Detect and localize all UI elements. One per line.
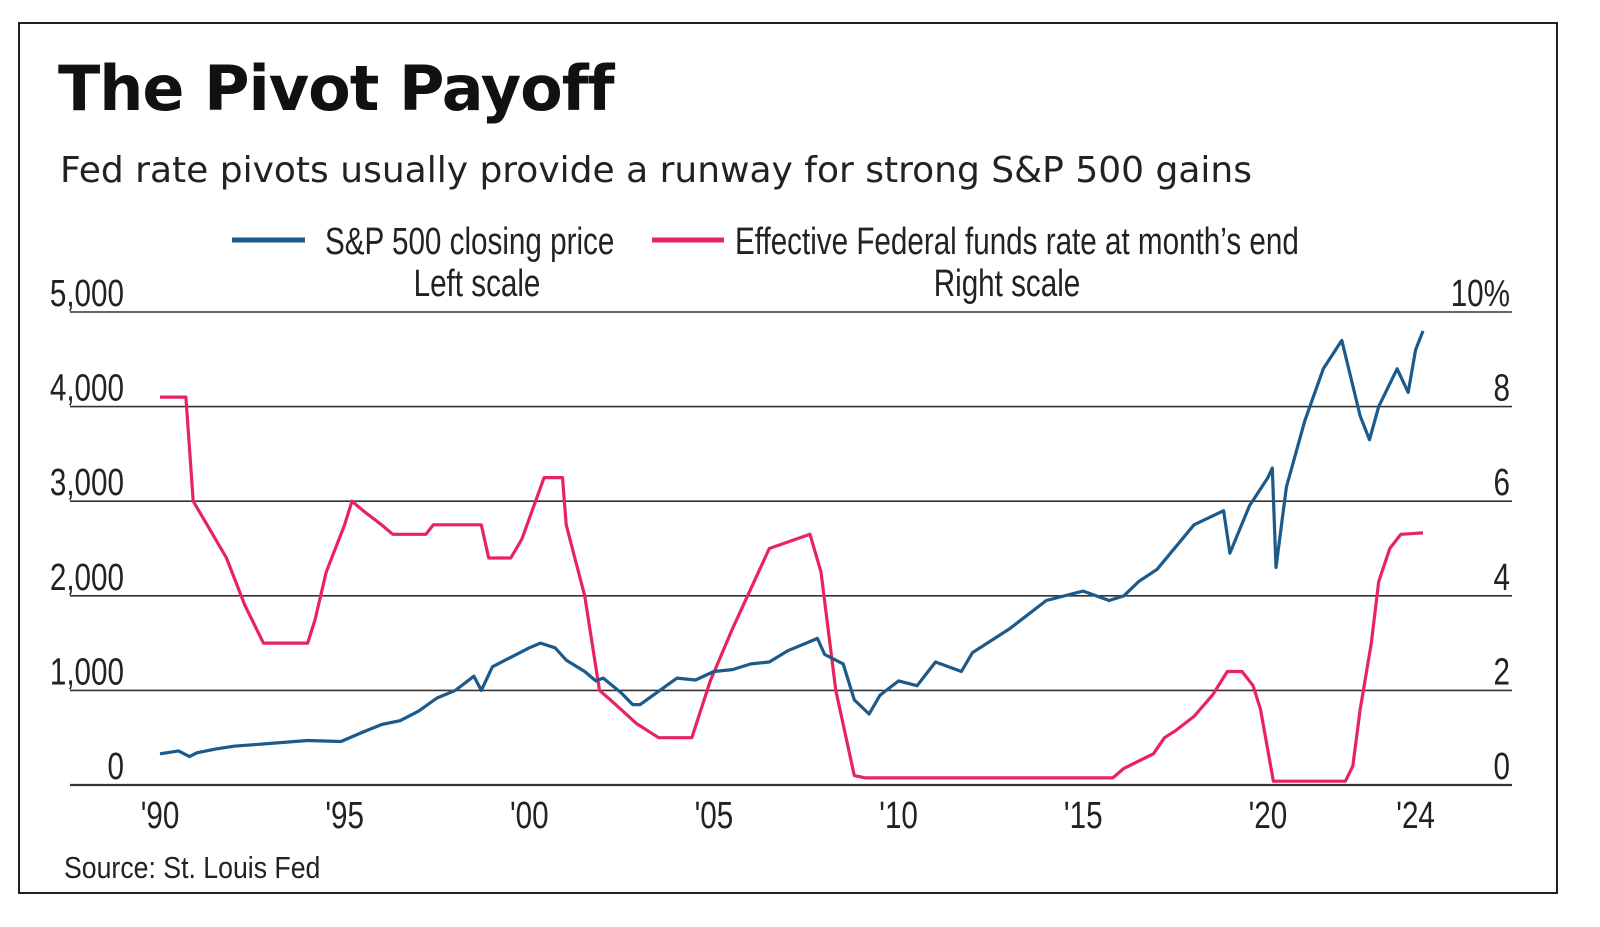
sp500-line	[159, 330, 1425, 759]
right-tick-label: 2	[1494, 651, 1510, 693]
x-tick-label: '15	[1064, 795, 1103, 837]
left-tick-label: 2,000	[50, 556, 124, 598]
x-tick-label: '05	[695, 795, 734, 837]
x-tick-label: '10	[879, 795, 918, 837]
source-note: Source: St. Louis Fed	[64, 850, 321, 885]
left-tick-label: 0	[108, 746, 124, 788]
right-tick-label: 0	[1494, 746, 1510, 788]
legend-label-sp500: S&P 500 closing price	[325, 221, 614, 263]
chart-frame	[18, 22, 1558, 894]
left-tick-label: 5,000	[50, 273, 124, 315]
right-axis-ticks: 0 2 4 6 8 10%	[1451, 273, 1510, 788]
series-lines	[159, 330, 1425, 783]
right-tick-label: 10%	[1451, 273, 1510, 315]
chart-title: The Pivot Payoff	[58, 52, 615, 125]
right-tick-label: 8	[1494, 367, 1510, 409]
x-tick-label: '20	[1249, 795, 1288, 837]
x-axis-ticks: '90 '95 '00 '05 '10 '15 '20 '24	[141, 795, 1435, 837]
legend-note-fedfunds: Right scale	[934, 263, 1081, 305]
gridlines	[70, 311, 1512, 787]
left-axis-ticks: 0 1,000 2,000 3,000 4,000 5,000	[50, 273, 124, 788]
right-tick-label: 4	[1494, 556, 1510, 598]
x-tick-label: '00	[510, 795, 549, 837]
chart-subtitle: Fed rate pivots usually provide a runway…	[60, 150, 1252, 191]
legend-label-fedfunds: Effective Federal funds rate at month’s …	[735, 221, 1299, 263]
x-tick-label: '95	[325, 795, 364, 837]
x-tick-label: '90	[141, 795, 180, 837]
right-tick-label: 6	[1494, 462, 1510, 504]
left-tick-label: 1,000	[50, 651, 124, 693]
x-tick-label: '24	[1396, 795, 1435, 837]
legend: S&P 500 closing price Left scale Effecti…	[232, 221, 1299, 305]
left-tick-label: 4,000	[50, 367, 124, 409]
legend-note-sp500: Left scale	[414, 263, 541, 305]
fedfunds-line	[160, 395, 1424, 783]
left-tick-label: 3,000	[50, 462, 124, 504]
